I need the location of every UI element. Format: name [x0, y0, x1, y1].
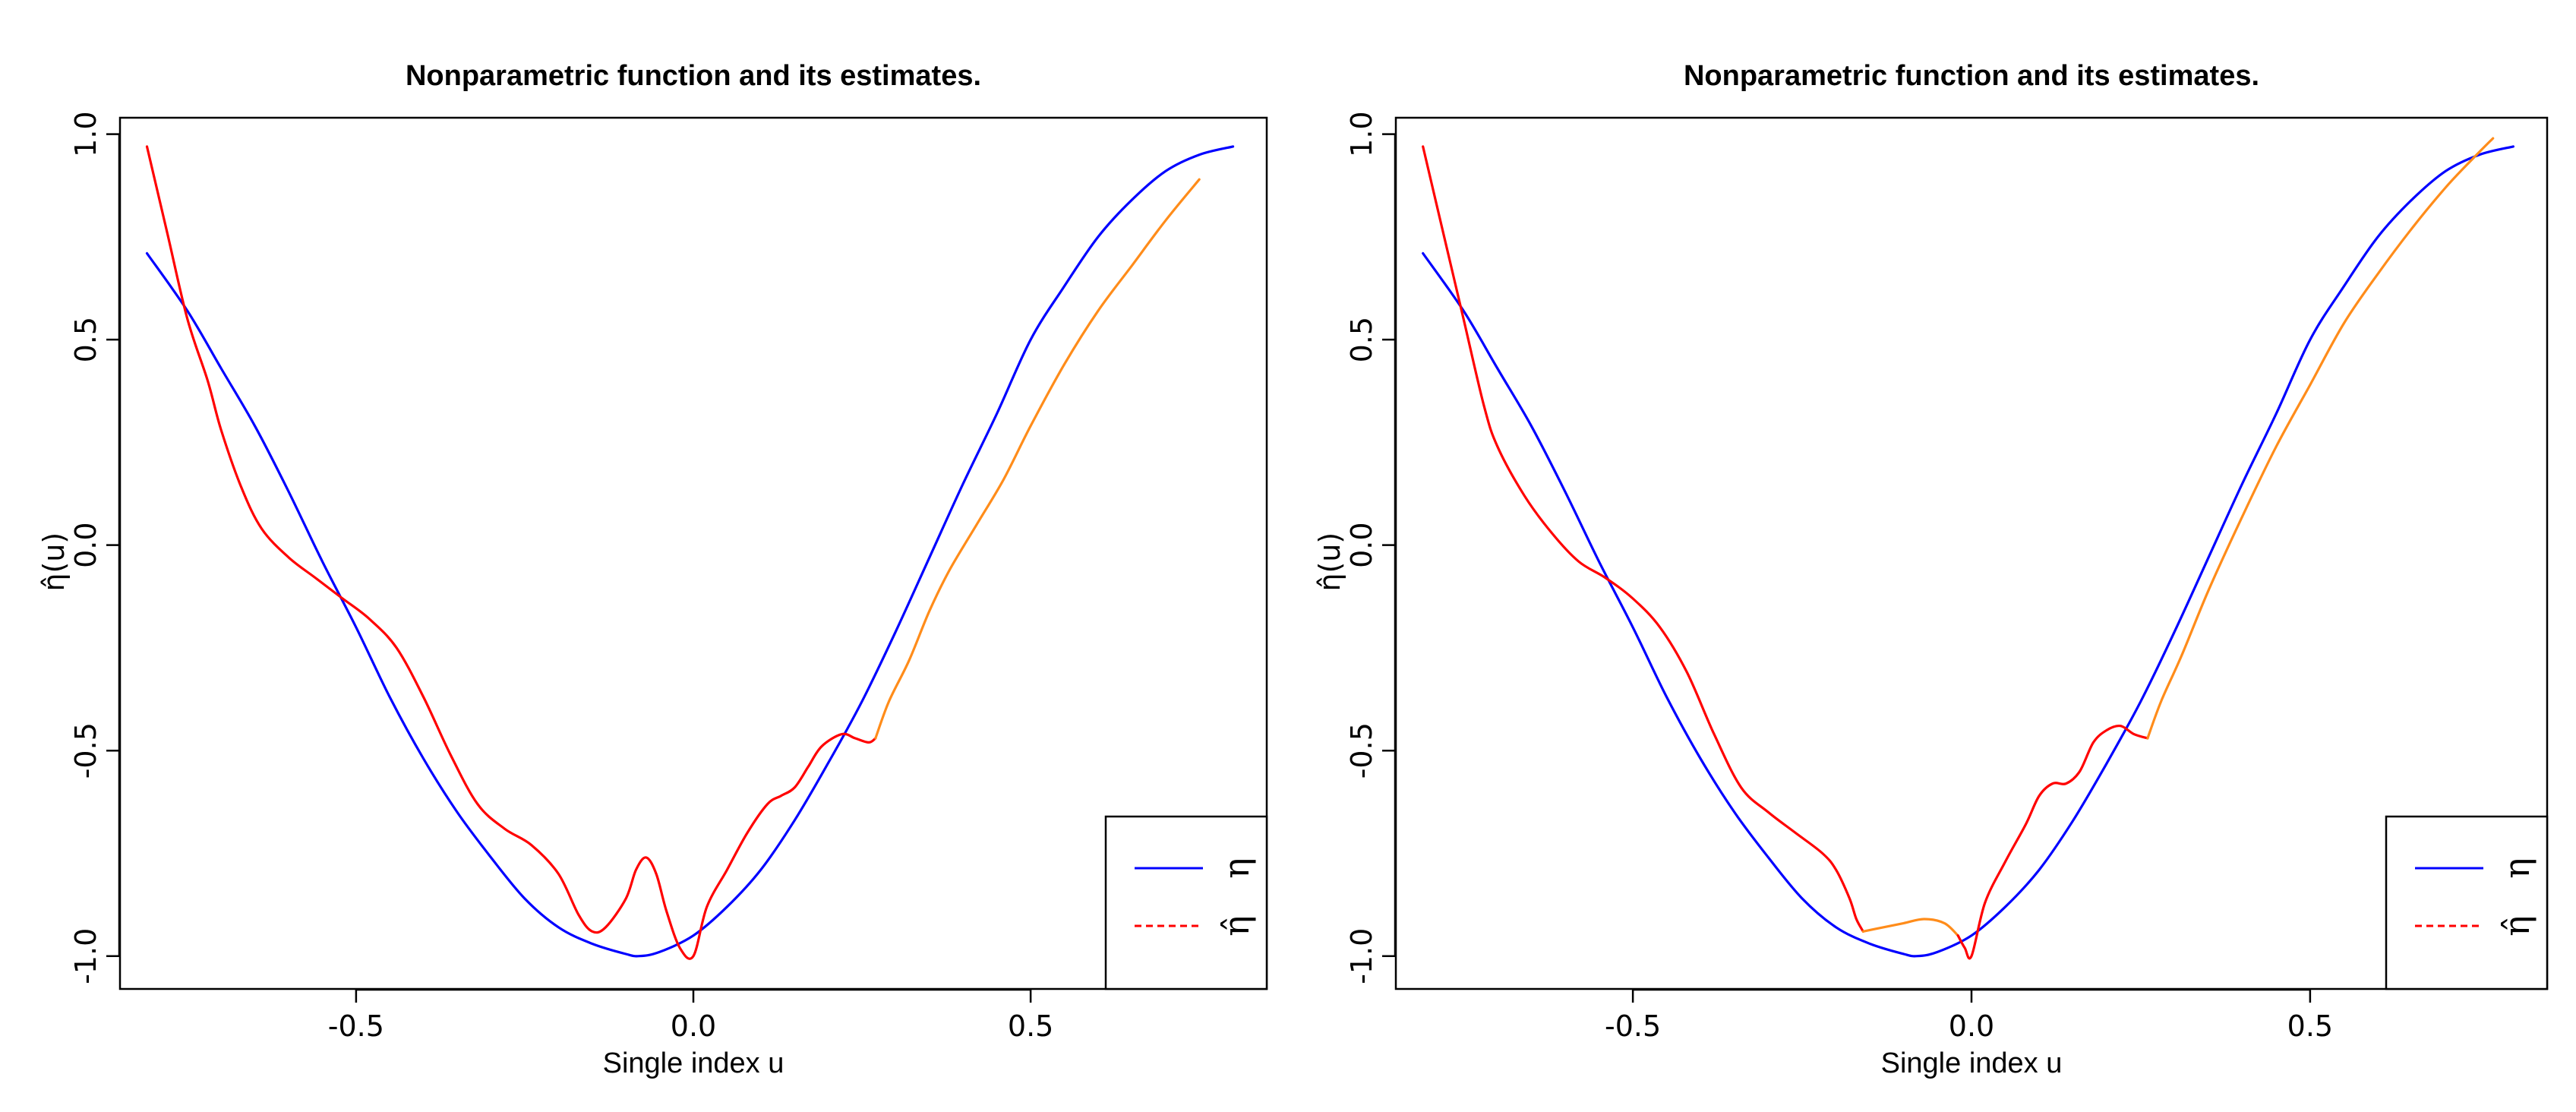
y-tick-label: 0.0 [69, 522, 103, 567]
chart-panel-1: Nonparametric function and its estimates… [37, 60, 1268, 1079]
y-tick-label: -1.0 [1345, 928, 1378, 984]
series-group [145, 145, 1235, 960]
x-tick-label: 0.5 [2287, 1009, 2333, 1043]
x-tick-label: -0.5 [328, 1009, 384, 1043]
series-line-1 [145, 145, 877, 960]
series-line-1 [1422, 145, 1864, 933]
x-axis-label: Single index u [603, 1047, 784, 1079]
legend: η η̂ [1104, 815, 1268, 990]
legend: η η̂ [2385, 815, 2549, 990]
series-line-2 [1861, 918, 1959, 937]
x-tick-label: 0.5 [1008, 1009, 1053, 1043]
y-tick-label: -0.5 [69, 722, 103, 779]
y-axis-label: η̂(u) [37, 532, 71, 592]
legend-label-1: η [2496, 858, 2537, 879]
legend-label-2: η̂ [1216, 915, 1257, 937]
plot-frame [118, 116, 1268, 990]
series-line-0 [145, 145, 1235, 958]
chart-panel-2: Nonparametric function and its estimates… [1313, 60, 2549, 1079]
x-tick-label: 0.0 [671, 1009, 716, 1043]
y-tick-label: -0.5 [1345, 722, 1378, 779]
series-line-3 [1956, 724, 2149, 960]
series-line-0 [1422, 145, 2514, 958]
series-line-2 [874, 178, 1201, 740]
series-group [1422, 137, 2514, 960]
x-tick-label: -0.5 [1605, 1009, 1661, 1043]
legend-box [1104, 815, 1268, 990]
y-axis-label: η̂(u) [1313, 532, 1346, 592]
chart-title: Nonparametric function and its estimates… [406, 60, 981, 92]
legend-box [2385, 815, 2549, 990]
legend-label-2: η̂ [2496, 915, 2537, 937]
y-tick-label: 0.5 [1345, 317, 1378, 362]
y-tick-label: 0.0 [1345, 522, 1378, 567]
y-tick-label: 1.0 [69, 111, 103, 156]
y-tick-label: -1.0 [69, 928, 103, 984]
chart-title: Nonparametric function and its estimates… [1684, 60, 2259, 92]
x-axis-label: Single index u [1881, 1047, 2063, 1079]
y-tick-label: 0.5 [69, 317, 103, 362]
x-tick-label: 0.0 [1949, 1009, 1994, 1043]
series-line-4 [2146, 137, 2495, 740]
y-tick-label: 1.0 [1345, 111, 1378, 156]
legend-label-1: η [1216, 858, 1257, 879]
